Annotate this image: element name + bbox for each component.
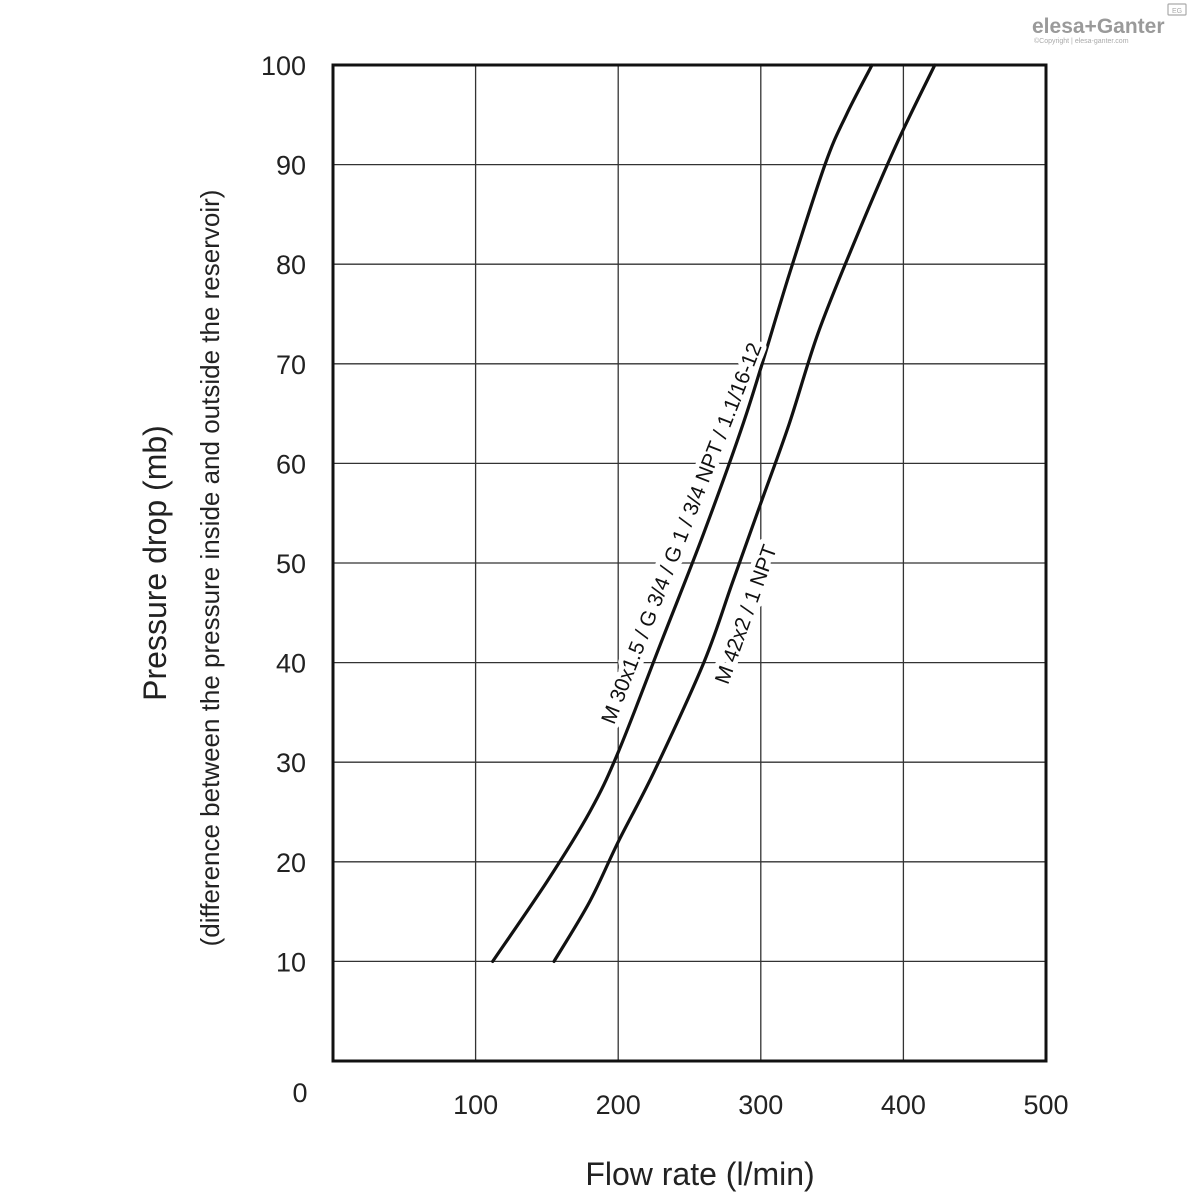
series-label-1: M 30x1.5 / G 3/4 / G 1 / 3/4 NPT / 1.1/1… [597,340,766,727]
tick-labels: 100 200 300 400 500 10 20 30 40 50 60 70 80 90 100 0 [261,51,1069,1120]
grid [333,65,1046,1061]
y-tick-label-40: 40 [276,649,306,679]
series-label-group-1: M 30x1.5 / G 3/4 / G 1 / 3/4 NPT / 1.1/1… [592,335,771,732]
y-tick-label-20: 20 [276,848,306,878]
y-tick-label-70: 70 [276,350,306,380]
y-tick-label-50: 50 [276,549,306,579]
brand-copyright: ©Copyright | elesa-ganter.com [1034,37,1129,45]
x-axis-label: Flow rate (l/min) [585,1156,814,1192]
y-tick-label-80: 80 [276,250,306,280]
curves [491,63,937,963]
x-tick-label-300: 300 [738,1090,783,1120]
plot-frame [331,63,1048,1063]
origin-label: 0 [292,1078,307,1108]
x-tick-label-500: 500 [1023,1090,1068,1120]
series-line-2 [552,63,937,963]
y-tick-label-100: 100 [261,51,306,81]
x-tick-label-200: 200 [596,1090,641,1120]
brand-badge-icon [1167,3,1187,16]
y-tick-label-10: 10 [276,947,306,977]
brand-badge-text: EG [1172,8,1182,15]
y-tick-label-30: 30 [276,748,306,778]
y-tick-label-60: 60 [276,449,306,479]
curve-labels: M 30x1.5 / G 3/4 / G 1 / 3/4 NPT / 1.1/1… [592,335,787,732]
x-tick-label-100: 100 [453,1090,498,1120]
x-tick-label-400: 400 [881,1090,926,1120]
y-tick-label-90: 90 [276,151,306,181]
series-line-1 [491,63,874,963]
brand-logo: elesa+Ganter EG ©Copyright | elesa-gante… [1032,3,1187,45]
y-axis-label: Pressure drop (mb) [137,425,173,701]
brand-logo-text: elesa+Ganter [1032,15,1165,38]
y-axis-sublabel: (difference between the pressure inside … [195,190,225,947]
